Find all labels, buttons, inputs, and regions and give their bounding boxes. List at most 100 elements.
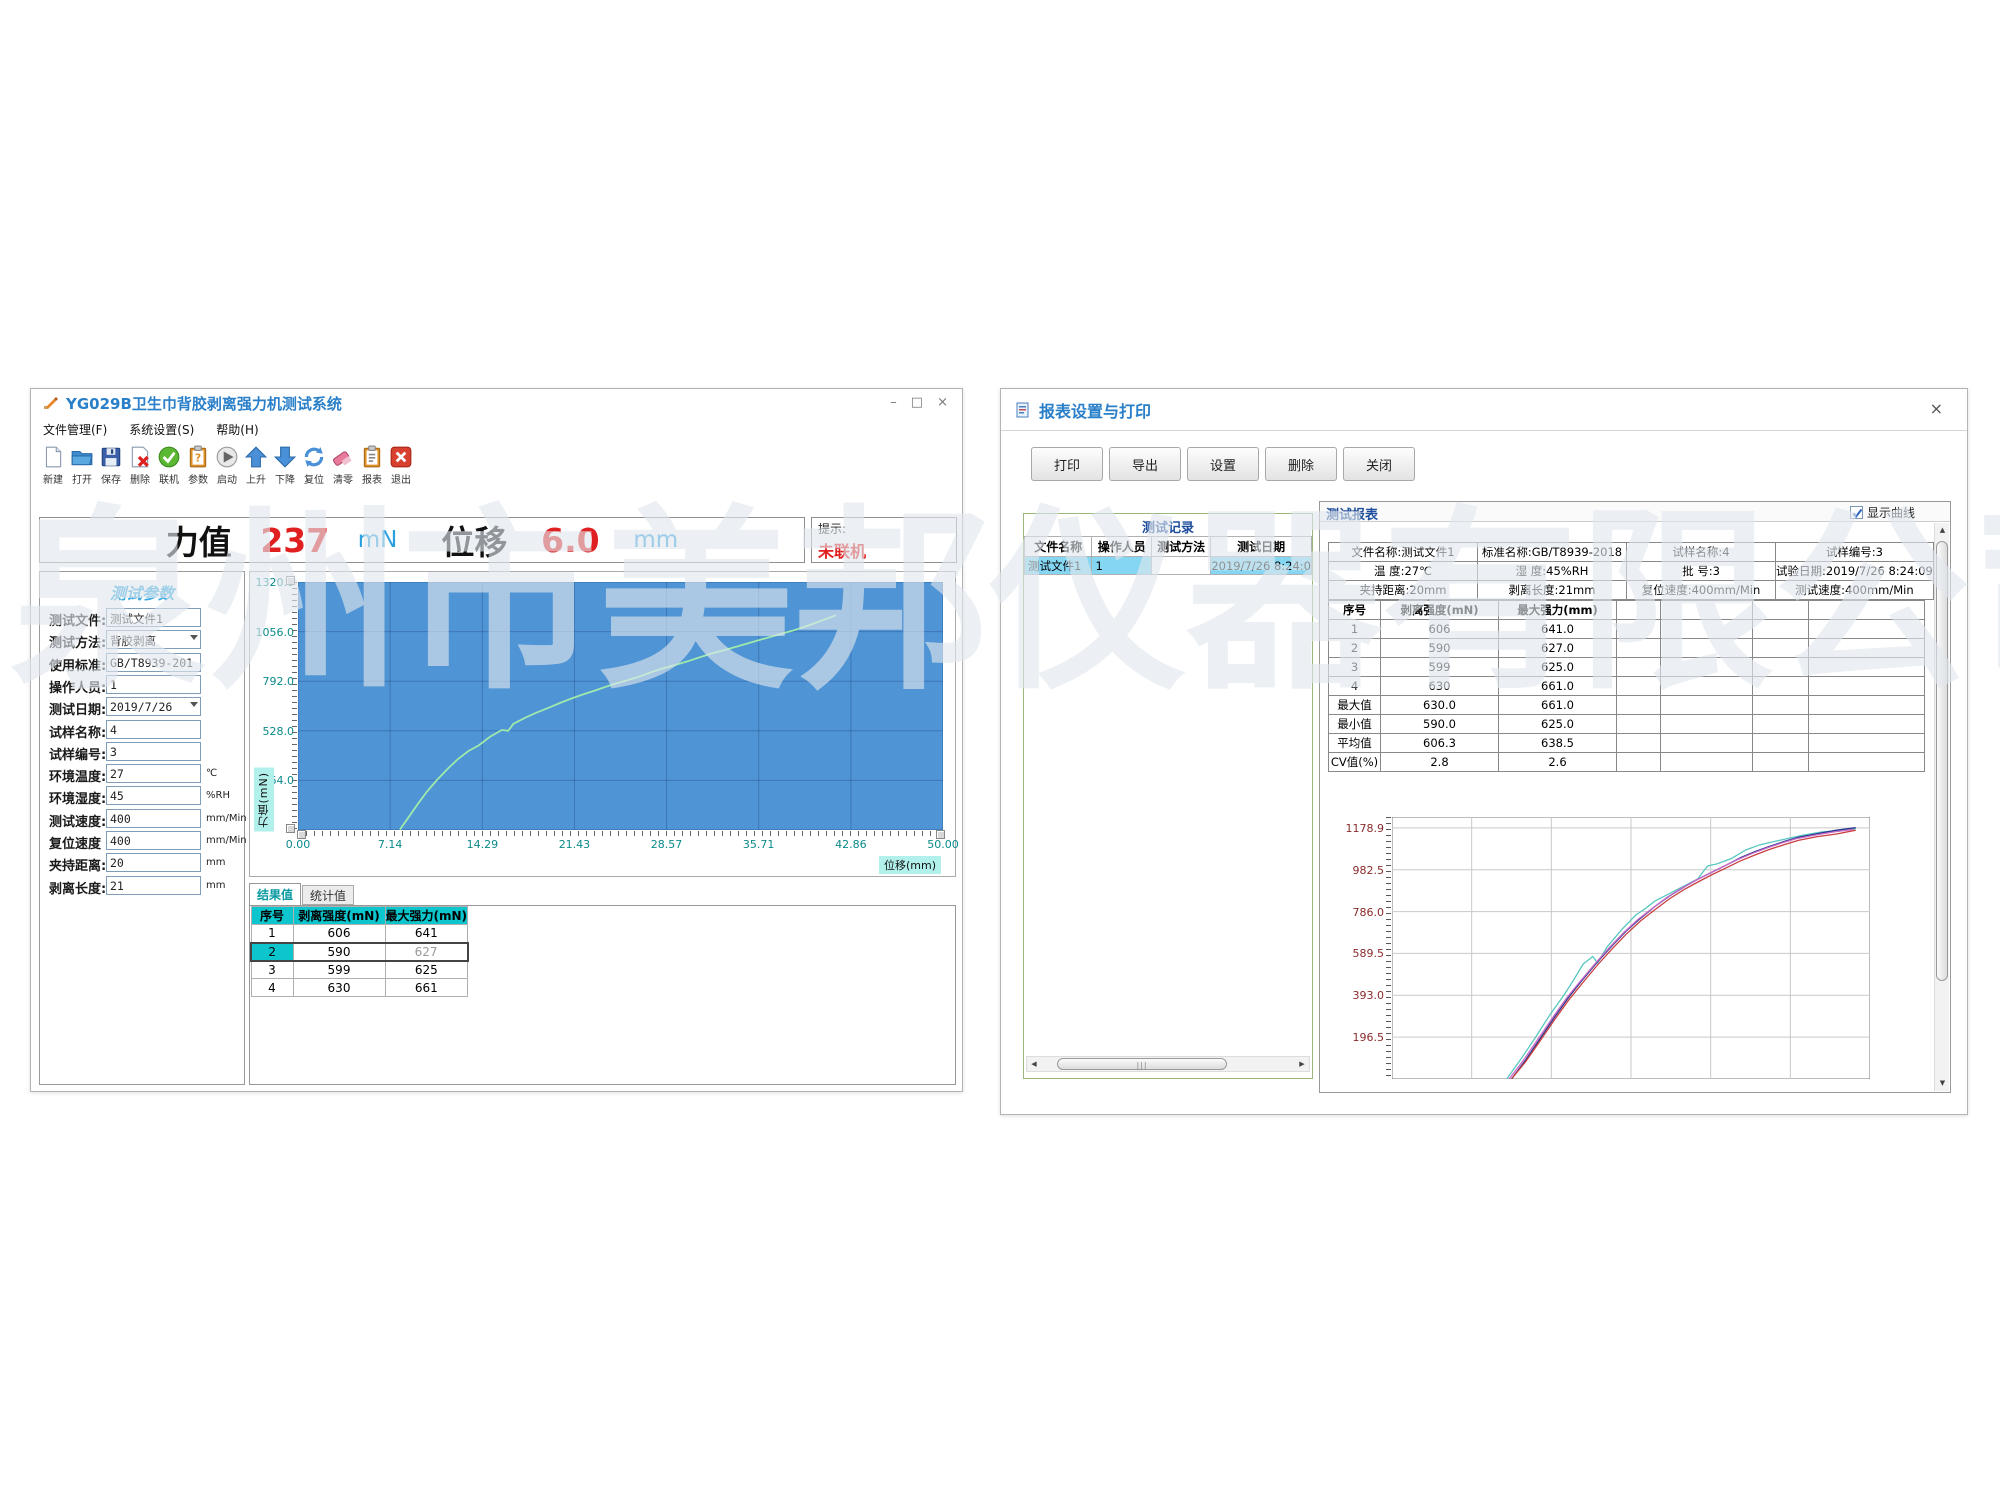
- table-row[interactable]: 2 590 627: [250, 941, 469, 962]
- param-input-12[interactable]: 21: [106, 875, 201, 895]
- report-data-row: 1 606 641.0: [1328, 619, 1925, 639]
- report-cell: [1616, 733, 1661, 753]
- table-row[interactable]: 1 606 641: [250, 924, 469, 943]
- param-input-3[interactable]: 1: [106, 674, 201, 694]
- report-col-header: [1616, 600, 1661, 620]
- menu-item-1[interactable]: 系统设置(S): [129, 422, 195, 437]
- button-导出[interactable]: 导出: [1109, 447, 1181, 481]
- param-input-2[interactable]: GB/T8939-201: [106, 652, 201, 672]
- tab-result-values[interactable]: 结果值: [249, 883, 301, 905]
- param-input-9[interactable]: 400: [106, 808, 201, 828]
- test-parameters-panel: 测试参数 测试文件: 测试文件1 测试方法: 背胶剥离 使用标准: GB/T8939-20…: [39, 571, 247, 1085]
- x-axis-left-handle[interactable]: [297, 830, 306, 839]
- close-icon[interactable]: ×: [937, 395, 948, 410]
- button-设置[interactable]: 设置: [1187, 447, 1259, 481]
- report-vscrollbar[interactable]: ▲ ▼: [1934, 523, 1949, 1091]
- results-cell: 630: [292, 978, 386, 997]
- toolbar-button-下降[interactable]: 下降: [271, 445, 299, 509]
- y-axis-bottom-handle[interactable]: [286, 824, 295, 833]
- chevron-down-icon[interactable]: [190, 702, 198, 708]
- report-info-cell: 标准名称:GB/T8939-2018: [1477, 542, 1627, 562]
- menubar: 文件管理(F) 系统设置(S) 帮助(H): [31, 417, 962, 441]
- toolbar-button-label: 保存: [101, 475, 121, 486]
- hscroll-thumb[interactable]: |||: [1057, 1058, 1227, 1070]
- param-input-0[interactable]: 测试文件1: [106, 608, 201, 627]
- param-label: 测试文件:: [49, 614, 107, 629]
- report-cell: [1808, 752, 1925, 772]
- param-input-11[interactable]: 20: [106, 853, 201, 873]
- report-app-icon: [1016, 402, 1029, 417]
- toolbar-button-删除[interactable]: 删除: [126, 445, 154, 509]
- maximize-icon[interactable]: □: [910, 395, 924, 410]
- tab-statistic-values[interactable]: 统计值: [302, 885, 354, 905]
- show-curve-checkbox[interactable]: 显示曲线: [1850, 504, 1915, 521]
- toolbar-button-报表[interactable]: 报表: [358, 445, 386, 509]
- param-input-1[interactable]: 背胶剥离: [106, 630, 201, 650]
- y-axis-label: 力值(mN): [254, 768, 274, 832]
- toolbar: 新建 打开 保存 删除 联机? 参数 启动 上升 下降 复位 清零 报表 退出: [35, 441, 962, 509]
- param-label: 使用标准:: [49, 658, 107, 674]
- toolbar-button-清零[interactable]: 清零: [329, 445, 357, 509]
- button-打印[interactable]: 打印: [1031, 447, 1103, 481]
- close-icon[interactable]: ×: [1929, 399, 1943, 418]
- param-input-8[interactable]: 45: [106, 786, 201, 806]
- y-axis-top-handle[interactable]: [286, 576, 295, 585]
- report-cell: 1: [1328, 619, 1381, 639]
- report-y-tick-label: 196.5: [1352, 1031, 1385, 1045]
- param-input-5[interactable]: 4: [106, 719, 201, 739]
- toolbar-button-联机[interactable]: 联机: [155, 445, 183, 509]
- report-cell: 630: [1380, 676, 1499, 696]
- report-cell: [1808, 714, 1925, 734]
- checkbox-icon[interactable]: [1850, 506, 1863, 519]
- toolbar-button-上升[interactable]: 上升: [242, 445, 270, 509]
- table-row[interactable]: 4 630 661: [250, 978, 469, 997]
- results-cell: 3: [250, 960, 294, 979]
- report-y-tick-label: 786.0: [1352, 905, 1385, 919]
- results-cell: 627: [384, 941, 469, 962]
- record-cell: 测试文件1: [1023, 556, 1093, 575]
- report-cell: 606.3: [1380, 733, 1499, 753]
- scroll-down-icon[interactable]: ▼: [1939, 1079, 1946, 1087]
- scroll-left-icon[interactable]: ◀: [1031, 1060, 1037, 1068]
- x-axis-right-handle[interactable]: [936, 830, 945, 839]
- param-row-2: 使用标准: GB/T8939-201: [40, 652, 246, 674]
- minimize-icon[interactable]: –: [890, 395, 897, 410]
- param-input-7[interactable]: 27: [106, 764, 201, 784]
- table-row[interactable]: 3 599 625: [250, 960, 469, 979]
- toolbar-button-启动[interactable]: 启动: [213, 445, 241, 509]
- toolbar-button-参数[interactable]: ? 参数: [184, 445, 212, 509]
- chevron-down-icon[interactable]: [190, 635, 198, 641]
- toolbar-button-打开[interactable]: 打开: [68, 445, 96, 509]
- record-row[interactable]: 测试文件1 1 2019/7/26 8:24:0: [1023, 556, 1312, 575]
- param-label: 试样编号:: [49, 747, 107, 763]
- button-删除[interactable]: 删除: [1265, 447, 1337, 481]
- report-col-header: 序号: [1328, 600, 1381, 620]
- toolbar-button-退出[interactable]: 退出: [387, 445, 415, 509]
- toolbar-button-保存[interactable]: 保存: [97, 445, 125, 509]
- button-关闭[interactable]: 关闭: [1343, 447, 1415, 481]
- records-hscrollbar[interactable]: ◀ ||| ▶: [1026, 1056, 1310, 1072]
- param-input-6[interactable]: 3: [106, 741, 201, 761]
- report-cell: 661.0: [1498, 695, 1617, 715]
- results-table: 序号 剥离强度(mN) 最大强力(mN) 1 606 641 2 590 627 3 599 625 4…: [250, 906, 469, 997]
- menu-item-0[interactable]: 文件管理(F): [43, 422, 108, 437]
- menu-item-2[interactable]: 帮助(H): [216, 422, 259, 437]
- up-icon: [244, 446, 268, 468]
- toolbar-button-新建[interactable]: 新建: [39, 445, 67, 509]
- toolbar-button-label: 复位: [304, 475, 324, 486]
- x-tick-label: 35.71: [742, 838, 775, 851]
- toolbar-button-复位[interactable]: 复位: [300, 445, 328, 509]
- toolbar-button-label: 上升: [246, 475, 266, 486]
- report-info-cell: 温 度:27℃: [1328, 561, 1478, 581]
- param-input-4[interactable]: 2019/7/26: [106, 697, 201, 717]
- vscroll-thumb[interactable]: [1936, 541, 1948, 981]
- param-unit: ℃: [206, 768, 218, 780]
- report-cell: 590: [1380, 638, 1499, 658]
- report-cell: [1752, 619, 1809, 639]
- scroll-right-icon[interactable]: ▶: [1299, 1060, 1305, 1068]
- scroll-up-icon[interactable]: ▲: [1939, 526, 1946, 534]
- report-cell: [1660, 657, 1753, 677]
- report-cell: [1660, 638, 1753, 658]
- results-cell: 661: [384, 978, 469, 997]
- param-input-10[interactable]: 400: [106, 831, 201, 850]
